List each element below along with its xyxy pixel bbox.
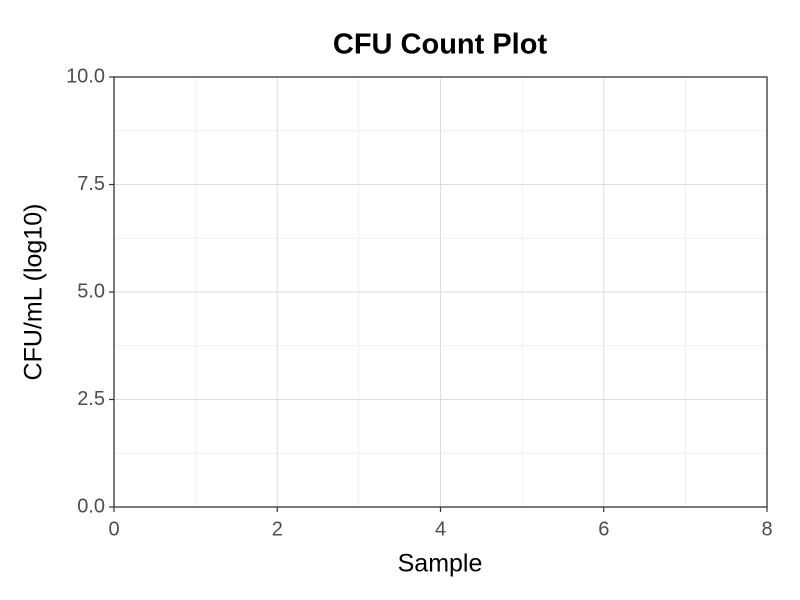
chart-title: CFU Count Plot xyxy=(333,29,548,61)
x-tick-label: 8 xyxy=(761,518,772,540)
x-tick-label: 0 xyxy=(108,518,119,540)
x-tick-label: 4 xyxy=(435,518,446,540)
y-axis-label: CFU/mL (log10) xyxy=(20,204,48,381)
x-tick-label: 6 xyxy=(598,518,609,540)
x-tick-label: 2 xyxy=(272,518,283,540)
x-axis-label: Sample xyxy=(398,550,483,578)
panel-border xyxy=(113,76,768,508)
y-tick-label: 0.0 xyxy=(77,495,105,517)
y-tick-label: 2.5 xyxy=(77,388,105,410)
y-tick-label: 5.0 xyxy=(77,280,105,302)
y-tick-label: 7.5 xyxy=(77,173,105,195)
y-tick-label: 10.0 xyxy=(66,65,105,87)
